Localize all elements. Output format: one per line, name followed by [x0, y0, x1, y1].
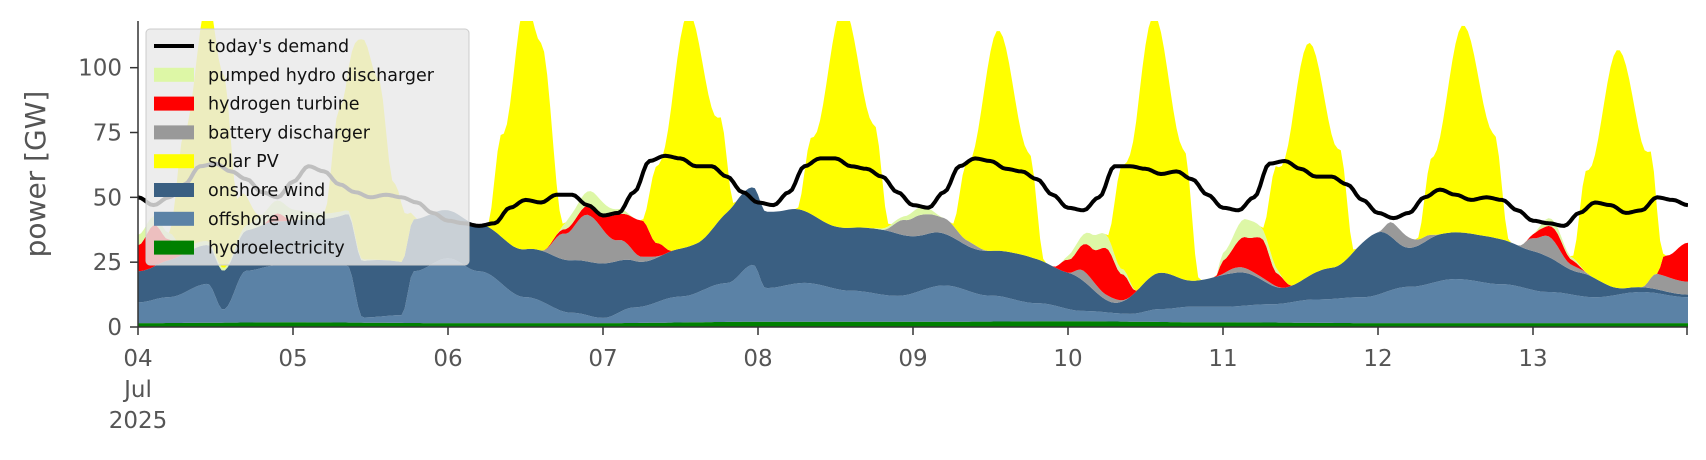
legend-label: today's demand	[208, 37, 349, 57]
y-tick-label: 0	[107, 315, 122, 341]
legend-box	[145, 28, 470, 266]
legend-swatch	[154, 125, 194, 140]
legend-item-hydrogen-turbine: hydrogen turbine	[154, 95, 360, 115]
axis-layer: 0 25 50 75 100 04 Jul 2025 05 06 07 08 09 10 11 12 13 pow…	[19, 21, 1688, 434]
legend-swatch	[154, 96, 194, 111]
x-tick-label: 09	[898, 346, 927, 372]
area-onshore-wind	[138, 187, 1688, 318]
legend-item-hydroelectricity: hydroelectricity	[154, 239, 345, 259]
legend-swatch	[154, 183, 194, 197]
legend-swatch	[154, 154, 194, 169]
y-tick-label: 100	[78, 56, 122, 82]
x-tick-label: 07	[588, 346, 617, 372]
x-tick-label: 06	[433, 346, 462, 372]
area-hydroelectricity	[138, 321, 1688, 327]
legend-label: pumped hydro discharger	[208, 66, 435, 86]
x-tick-label: 08	[743, 346, 772, 372]
legend-item-battery-discharger: battery discharger	[154, 123, 371, 143]
y-tick-label: 75	[93, 121, 122, 147]
legend-item-onshore-wind: onshore wind	[154, 181, 325, 201]
x-tick-label: 11	[1208, 346, 1237, 372]
legend-item-solar-pv: solar PV	[154, 152, 279, 172]
legend: today's demand pumped hydro discharger hyd…	[145, 28, 470, 266]
legend-swatch	[154, 67, 194, 82]
area-solar-pv	[138, 21, 1688, 291]
x-tick-label: 13	[1518, 346, 1547, 372]
y-tick-label: 25	[93, 250, 122, 276]
y-axis-label: power [GW]	[19, 91, 52, 258]
legend-swatch	[154, 211, 194, 226]
legend-label: solar PV	[208, 152, 279, 172]
legend-item-today-s-demand: today's demand	[154, 37, 349, 57]
x-tick-label: Jul	[122, 377, 152, 403]
legend-label: hydrogen turbine	[208, 95, 360, 115]
x-tick-label: 05	[278, 346, 307, 372]
legend-label: offshore wind	[208, 210, 326, 230]
x-tick-label: 10	[1053, 346, 1082, 372]
legend-label: onshore wind	[208, 181, 325, 201]
area-offshore-wind	[138, 258, 1688, 324]
legend-swatch	[154, 240, 194, 255]
legend-label: hydroelectricity	[208, 239, 345, 259]
y-tick-label: 50	[93, 185, 122, 211]
legend-item-pumped-hydro-discharger: pumped hydro discharger	[154, 66, 435, 86]
legend-item-offshore-wind: offshore wind	[154, 210, 326, 230]
x-tick-label: 12	[1363, 346, 1392, 372]
area-layer	[138, 21, 1688, 327]
x-tick-label: 04	[123, 346, 152, 372]
x-tick-label: 2025	[109, 408, 168, 434]
legend-label: battery discharger	[208, 123, 371, 143]
